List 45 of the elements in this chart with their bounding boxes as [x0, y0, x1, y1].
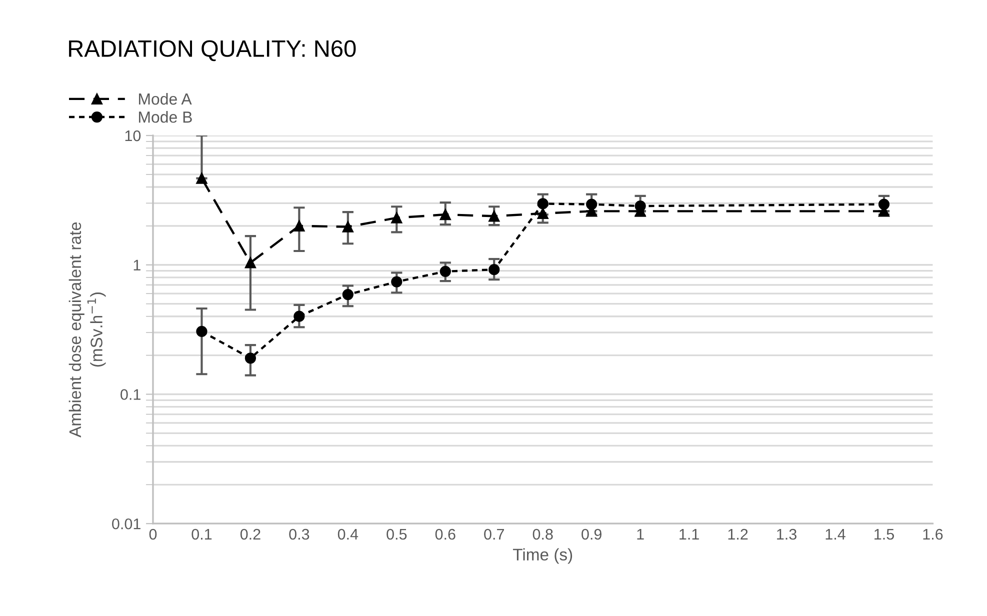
x-tick-label: 0.1 [192, 528, 212, 540]
point [537, 208, 548, 219]
y-axis-title: Ambient dose equivalent rate (mSv.h$^{−1}$) [68, 222, 106, 438]
x-axis-title: Time (s) [512, 548, 572, 564]
point [196, 326, 208, 337]
y-tick-label: 10 [125, 130, 141, 142]
point [878, 198, 890, 210]
x-tick-label: 1.1 [680, 529, 699, 540]
point [294, 220, 305, 232]
legend-label: Mode B [138, 111, 192, 123]
point [244, 352, 256, 364]
point [342, 288, 354, 300]
point [488, 210, 500, 222]
x-tick-label: 1.5 [874, 529, 894, 540]
x-tick-label: 0.8 [532, 528, 553, 540]
x-tick-label: 0.2 [240, 528, 260, 540]
point [440, 208, 451, 220]
point [537, 198, 548, 210]
chart-title: RADIATION QUALITY: N60 [69, 40, 356, 62]
x-tick-label: 1.4 [826, 529, 846, 540]
point [586, 198, 598, 210]
x-tick-label: 0.7 [484, 528, 504, 540]
y-tick-label: 1 [134, 260, 140, 270]
point [244, 257, 256, 268]
x-tick-label: 1.3 [777, 528, 796, 540]
point [342, 221, 354, 232]
point [391, 276, 402, 288]
x-tick-label: 0.4 [338, 528, 358, 540]
legend-label: Mode A [138, 92, 192, 105]
point [488, 264, 500, 276]
point [634, 200, 646, 212]
point [440, 266, 451, 277]
point [391, 212, 402, 224]
y-tick-label: 0.1 [120, 389, 140, 400]
x-tick-label: 0.5 [386, 528, 407, 540]
x-tick-label: 0.6 [435, 528, 456, 540]
x-tick-label: 0.9 [582, 528, 602, 540]
x-tick-label: 1.6 [923, 528, 943, 540]
point [196, 172, 208, 184]
y-tick-label: 0.01 [112, 518, 140, 530]
point [294, 310, 305, 322]
x-tick-label: 0.3 [289, 528, 310, 540]
x-tick-label: 0 [149, 528, 157, 540]
x-tick-label: 1.2 [728, 528, 748, 540]
x-tick-label: 1 [637, 529, 644, 540]
